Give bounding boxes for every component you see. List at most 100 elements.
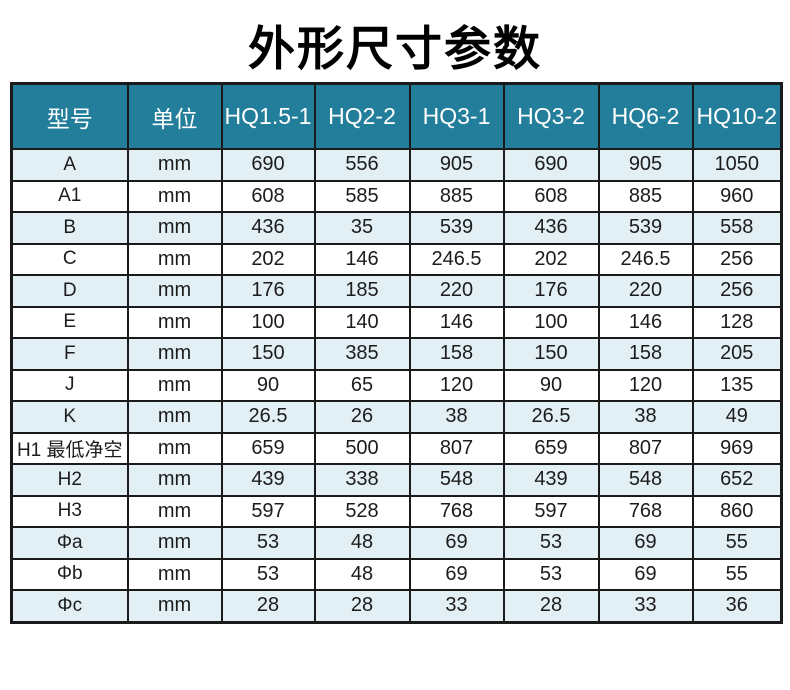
- value-cell: 500: [313, 431, 411, 465]
- value-cell: 100: [502, 305, 600, 339]
- row-label-cell: J: [10, 368, 129, 402]
- value-cell: 53: [502, 557, 600, 591]
- value-cell: 26.5: [220, 400, 316, 434]
- value-cell: 146: [408, 305, 505, 339]
- column-header: HQ10-2: [691, 82, 783, 150]
- value-cell: 338: [313, 463, 411, 497]
- value-cell: 140: [313, 305, 411, 339]
- value-cell: 28: [220, 589, 316, 623]
- value-cell: 28: [313, 589, 411, 623]
- unit-cell: mm: [126, 148, 223, 182]
- value-cell: 38: [408, 400, 505, 434]
- unit-cell: mm: [126, 274, 223, 308]
- value-cell: 69: [408, 526, 505, 560]
- value-cell: 539: [408, 211, 505, 245]
- unit-cell: mm: [126, 337, 223, 371]
- value-cell: 768: [597, 494, 694, 528]
- row-label-cell: C: [10, 242, 129, 276]
- row-label-cell: A1: [10, 179, 129, 213]
- row-label-cell: Φa: [10, 526, 129, 560]
- value-cell: 49: [691, 400, 783, 434]
- row-label-cell: F: [10, 337, 129, 371]
- value-cell: 150: [502, 337, 600, 371]
- value-cell: 246.5: [597, 242, 694, 276]
- value-cell: 220: [597, 274, 694, 308]
- value-cell: 33: [408, 589, 505, 623]
- page-title: 外形尺寸参数: [248, 22, 542, 75]
- value-cell: 26: [313, 400, 411, 434]
- value-cell: 528: [313, 494, 411, 528]
- value-cell: 65: [313, 368, 411, 402]
- row-label-cell: Φc: [10, 589, 129, 623]
- value-cell: 90: [220, 368, 316, 402]
- header-row: 型号 单位 HQ1.5-1 HQ2-2 HQ3-1 HQ3-2 HQ6-2 HQ10-2: [10, 82, 783, 150]
- column-header: HQ2-2: [313, 82, 411, 150]
- value-cell: 659: [220, 431, 316, 465]
- table-header: 型号 单位 HQ1.5-1 HQ2-2 HQ3-1 HQ3-2 HQ6-2 HQ10-2: [10, 82, 783, 150]
- column-header: 型号: [10, 82, 129, 150]
- value-cell: 69: [597, 557, 694, 591]
- unit-cell: mm: [126, 494, 223, 528]
- unit-cell: mm: [126, 589, 223, 623]
- value-cell: 597: [220, 494, 316, 528]
- table-row: H2 mm 439 338 548 439 548 652: [10, 463, 783, 497]
- value-cell: 558: [691, 211, 783, 245]
- value-cell: 439: [220, 463, 316, 497]
- unit-cell: mm: [126, 431, 223, 465]
- value-cell: 176: [220, 274, 316, 308]
- value-cell: 48: [313, 526, 411, 560]
- value-cell: 158: [597, 337, 694, 371]
- value-cell: 659: [502, 431, 600, 465]
- value-cell: 55: [691, 526, 783, 560]
- unit-cell: mm: [126, 305, 223, 339]
- value-cell: 185: [313, 274, 411, 308]
- table-row: Φa mm 53 48 69 53 69 55: [10, 526, 783, 560]
- value-cell: 439: [502, 463, 600, 497]
- value-cell: 585: [313, 179, 411, 213]
- value-cell: 53: [220, 557, 316, 591]
- value-cell: 26.5: [502, 400, 600, 434]
- value-cell: 556: [313, 148, 411, 182]
- value-cell: 69: [597, 526, 694, 560]
- value-cell: 768: [408, 494, 505, 528]
- value-cell: 885: [408, 179, 505, 213]
- value-cell: 150: [220, 337, 316, 371]
- row-label-cell: E: [10, 305, 129, 339]
- value-cell: 885: [597, 179, 694, 213]
- value-cell: 690: [220, 148, 316, 182]
- value-cell: 176: [502, 274, 600, 308]
- value-cell: 120: [597, 368, 694, 402]
- unit-cell: mm: [126, 557, 223, 591]
- value-cell: 548: [408, 463, 505, 497]
- value-cell: 548: [597, 463, 694, 497]
- value-cell: 652: [691, 463, 783, 497]
- value-cell: 608: [502, 179, 600, 213]
- unit-cell: mm: [126, 368, 223, 402]
- value-cell: 246.5: [408, 242, 505, 276]
- value-cell: 100: [220, 305, 316, 339]
- value-cell: 146: [597, 305, 694, 339]
- value-cell: 905: [597, 148, 694, 182]
- value-cell: 158: [408, 337, 505, 371]
- value-cell: 202: [502, 242, 600, 276]
- value-cell: 436: [220, 211, 316, 245]
- unit-cell: mm: [126, 526, 223, 560]
- value-cell: 960: [691, 179, 783, 213]
- value-cell: 690: [502, 148, 600, 182]
- value-cell: 120: [408, 368, 505, 402]
- row-label-cell: Φb: [10, 557, 129, 591]
- column-header: HQ1.5-1: [220, 82, 316, 150]
- unit-cell: mm: [126, 400, 223, 434]
- value-cell: 205: [691, 337, 783, 371]
- value-cell: 807: [597, 431, 694, 465]
- row-label-cell: D: [10, 274, 129, 308]
- value-cell: 608: [220, 179, 316, 213]
- table-row: H1 最低净空 mm 659 500 807 659 807 969: [10, 431, 783, 465]
- value-cell: 90: [502, 368, 600, 402]
